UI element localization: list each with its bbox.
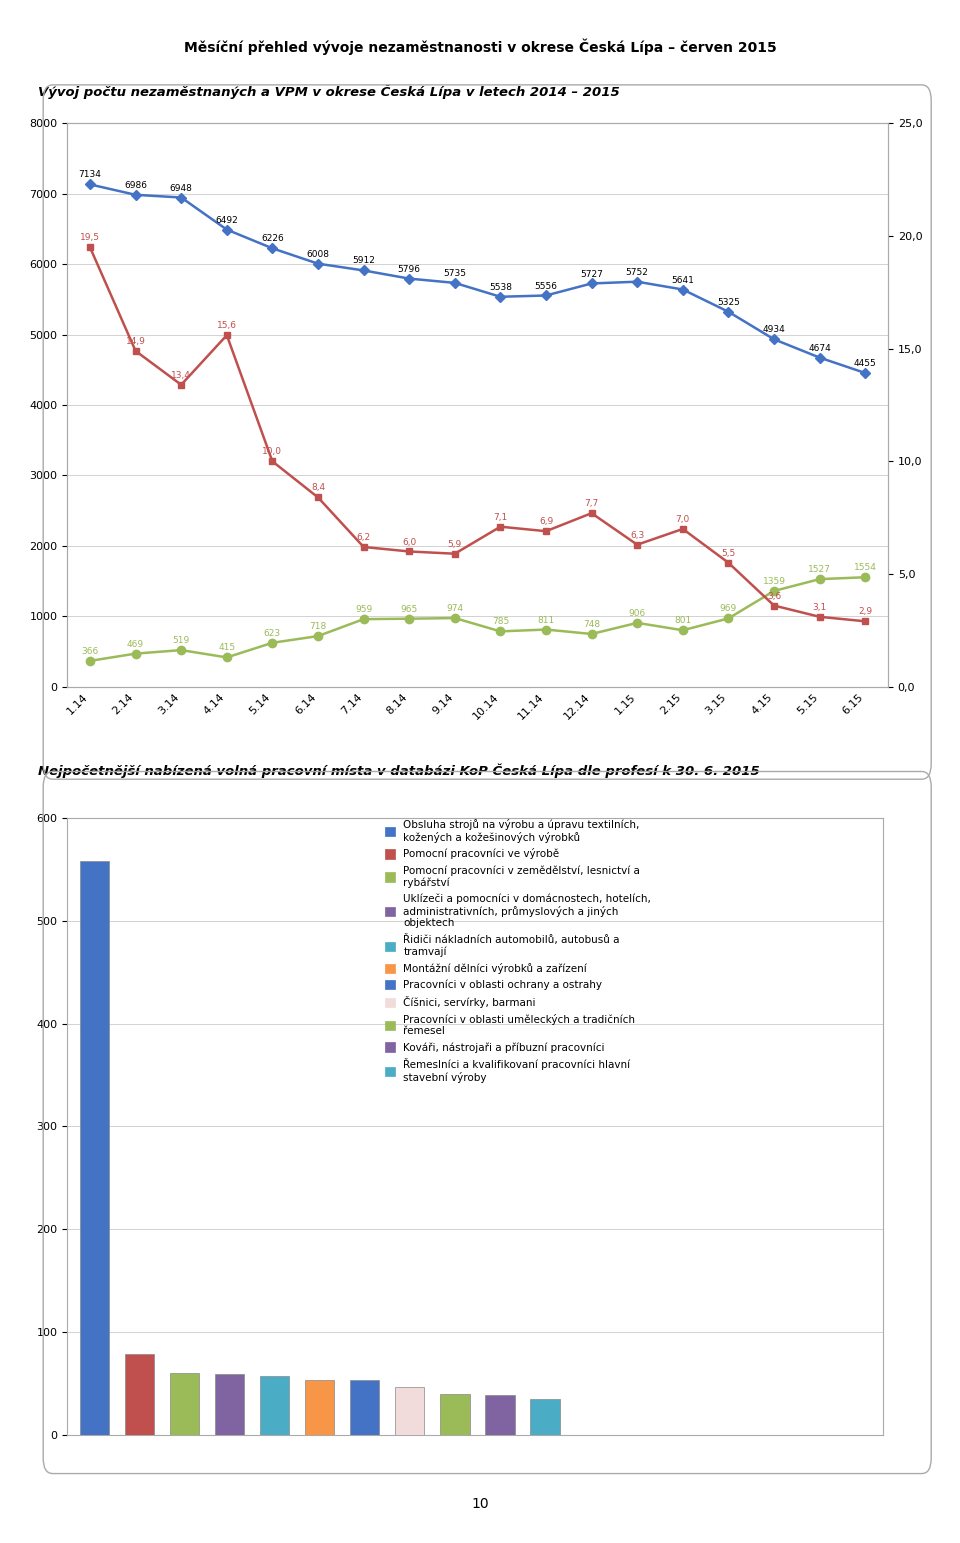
Text: 969: 969 [720,605,737,614]
Text: 5912: 5912 [352,256,375,265]
Text: 6,2: 6,2 [356,532,371,542]
Bar [170,1373,199,1435]
Text: 5796: 5796 [397,265,420,273]
Bar [305,1381,334,1435]
Text: 8,4: 8,4 [311,483,325,492]
Legend: Obsluha strojů na výrobu a úpravu textilních,
kožených a kožešinových výrobků, P: Obsluha strojů na výrobu a úpravu textil… [382,816,653,1085]
Text: 1527: 1527 [808,565,831,574]
Text: 4934: 4934 [762,326,785,335]
Text: Nejpočetnější nabízená volná pracovní místa v databázi KoP Česká Lípa dle profes: Nejpočetnější nabízená volná pracovní mí… [38,764,760,778]
Text: 5,9: 5,9 [447,540,462,549]
Text: 748: 748 [583,620,600,630]
Text: 2,9: 2,9 [858,608,873,616]
Text: 785: 785 [492,617,509,626]
Text: 7,7: 7,7 [585,500,599,508]
Bar [260,1376,289,1435]
Bar [215,1375,244,1435]
Bar [531,1400,560,1435]
Text: 965: 965 [400,605,418,614]
Text: 6226: 6226 [261,235,284,244]
Bar [486,1395,515,1435]
Text: 6,9: 6,9 [539,517,553,526]
Text: 6,3: 6,3 [630,531,644,540]
Text: 6986: 6986 [124,181,147,190]
Text: 5727: 5727 [580,270,603,279]
Bar [441,1393,469,1435]
Text: 10: 10 [471,1497,489,1512]
Bar [80,861,108,1435]
Text: 7,0: 7,0 [676,515,690,525]
Text: 519: 519 [173,636,190,645]
Text: 469: 469 [127,640,144,648]
Text: 5641: 5641 [671,276,694,284]
Legend: uchažeci o zaměstnání, volná místa, počet uchažeců na 1 VPM: uchažeci o zaměstnání, volná místa, poče… [222,838,733,861]
Text: 718: 718 [309,622,326,631]
Text: 14,9: 14,9 [126,336,146,346]
Text: 13,4: 13,4 [171,370,191,380]
Text: 4455: 4455 [853,360,876,369]
Text: 5538: 5538 [489,282,512,292]
Text: 623: 623 [264,630,281,637]
Text: 5325: 5325 [717,298,740,307]
Text: 15,6: 15,6 [217,321,237,330]
Text: 6,0: 6,0 [402,537,417,546]
Text: 5735: 5735 [444,268,467,278]
Text: 6948: 6948 [170,184,193,193]
Text: 5556: 5556 [535,281,558,290]
Bar [125,1353,154,1435]
Text: Vývoj počtu nezaměstnaných a VPM v okrese Česká Lípa v letech 2014 – 2015: Vývoj počtu nezaměstnaných a VPM v okres… [38,85,620,99]
Text: 366: 366 [82,647,99,656]
Text: 3,6: 3,6 [767,591,781,600]
Text: 5752: 5752 [626,268,649,276]
Text: 1554: 1554 [853,563,876,572]
Bar [350,1381,379,1435]
Text: 6008: 6008 [306,250,329,259]
Text: 1359: 1359 [762,577,785,586]
Bar [396,1387,424,1435]
Text: 19,5: 19,5 [80,233,100,242]
Text: 974: 974 [446,605,464,613]
Text: 10,0: 10,0 [262,447,282,457]
Text: 959: 959 [355,605,372,614]
Text: 7,1: 7,1 [493,512,508,522]
Text: 6492: 6492 [215,216,238,225]
Text: 415: 415 [218,643,235,653]
Text: 3,1: 3,1 [812,603,827,613]
Text: Měsíční přehled vývoje nezaměstnanosti v okrese Česká Lípa – červen 2015: Měsíční přehled vývoje nezaměstnanosti v… [183,39,777,56]
Text: 4674: 4674 [808,344,831,353]
Text: 5,5: 5,5 [721,549,735,557]
Text: 7134: 7134 [79,170,102,179]
Text: 811: 811 [538,616,555,625]
Text: 906: 906 [629,609,646,617]
Text: 801: 801 [674,616,691,625]
